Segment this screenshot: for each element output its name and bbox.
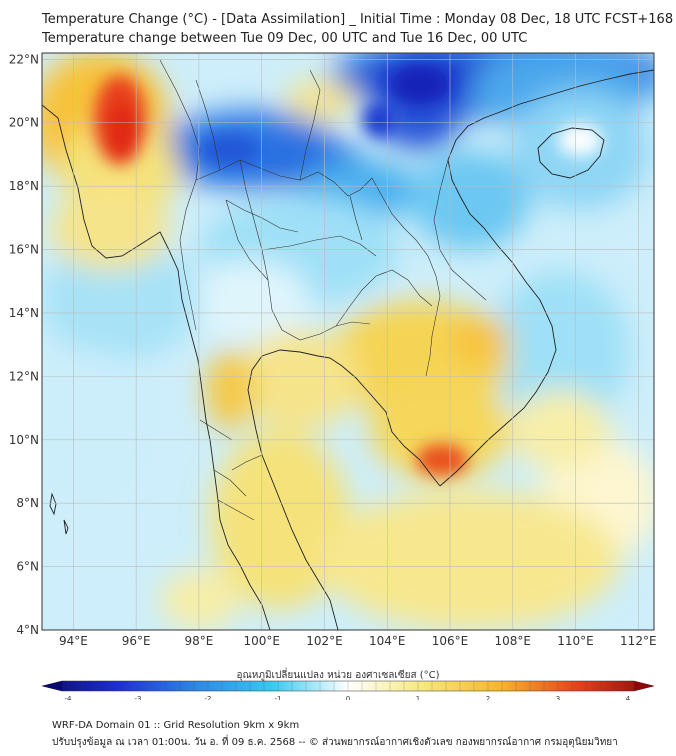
colorbar-tick-label: -1: [275, 695, 282, 700]
chart-subtitle: Temperature change between Tue 09 Dec, 0…: [42, 31, 528, 46]
longitude-label: 106°E: [432, 634, 469, 648]
colorbar-extend-low: [42, 681, 62, 691]
longitude-label: 110°E: [557, 634, 594, 648]
latitude-label: 10°N: [9, 433, 39, 447]
colorbar-extend-high: [634, 681, 654, 691]
latitude-label: 4°N: [16, 623, 39, 637]
longitude-label: 100°E: [243, 634, 280, 648]
latitude-label: 18°N: [9, 179, 39, 193]
longitude-label: 104°E: [369, 634, 406, 648]
latitude-label: 6°N: [16, 560, 39, 574]
colorbar-ticks: -4 -3 -2 -1 0 1 2 3 4: [65, 681, 631, 700]
colorbar-tick-label: 2: [486, 695, 490, 700]
colorbar-tick-label: 0: [346, 695, 350, 700]
footer-credit: ปรับปรุงข้อมูล ณ เวลา 01:00น. วัน อ. ที่…: [52, 737, 618, 748]
colorbar: -4 -3 -2 -1 0 1 2 3 4: [41, 680, 655, 700]
latitude-tick-labels: 4°N 6°N 8°N 10°N 12°N 14°N 16°N 18°N 20°N 22°N: [9, 52, 39, 637]
longitude-label: 98°E: [184, 634, 213, 648]
latitude-label: 22°N: [9, 52, 39, 66]
longitude-tick-labels: 94°E 96°E 98°E 100°E 102°E 104°E 106°E 108°E 110…: [59, 634, 657, 648]
latitude-label: 14°N: [9, 306, 39, 320]
colorbar-tick-label: 4: [626, 695, 631, 700]
colorbar-tick-label: 3: [556, 695, 560, 700]
footer-model-info: WRF-DA Domain 01 :: Grid Resolution 9km …: [52, 720, 300, 731]
colorbar-tick-label: -2: [205, 695, 212, 700]
latitude-label: 20°N: [9, 116, 39, 130]
map-border: [41, 52, 655, 631]
latitude-label: 12°N: [9, 369, 39, 383]
chart-title: Temperature Change (°C) - [Data Assimila…: [42, 12, 674, 27]
colorbar-label: อุณหภูมิเปลี่ยนแปลง หน่วย องศาเซลเซียส (…: [236, 670, 440, 681]
colorbar-tick-label: -3: [135, 695, 142, 700]
longitude-label: 112°E: [620, 634, 657, 648]
longitude-label: 96°E: [122, 634, 151, 648]
map-panel: 94°E 96°E 98°E 100°E 102°E 104°E 106°E 108°E 110…: [9, 52, 657, 700]
longitude-label: 102°E: [306, 634, 343, 648]
latitude-label: 16°N: [9, 243, 39, 257]
colorbar-tick-label: 1: [416, 695, 420, 700]
longitude-label: 94°E: [59, 634, 88, 648]
colorbar-tick-label: -4: [65, 695, 73, 700]
latitude-label: 8°N: [16, 496, 39, 510]
temperature-field: [42, 53, 654, 630]
longitude-label: 108°E: [495, 634, 532, 648]
